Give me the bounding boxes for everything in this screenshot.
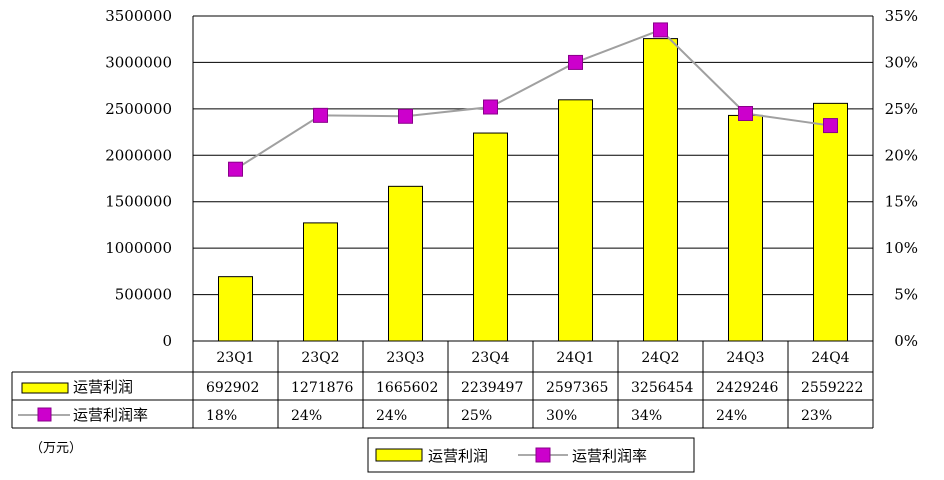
- y-right-tick-label: 30%: [885, 53, 918, 71]
- y-left-tick-labels: 0 500000 1000000 1500000 2000000 2500000 30000…: [105, 7, 172, 350]
- y-left-tick-label: 2000000: [105, 146, 172, 164]
- table-cell: 25%: [461, 408, 492, 424]
- point-24Q1: [568, 54, 583, 70]
- y-right-tick-label: 10%: [885, 239, 918, 257]
- table-cell: 24%: [376, 408, 407, 424]
- table-cell: 18%: [206, 408, 237, 424]
- line-series: [228, 22, 838, 177]
- y-right-tick-label: 25%: [885, 100, 918, 118]
- table-cell: 1665602: [376, 380, 438, 396]
- table-cell: 1271876: [291, 380, 353, 396]
- y-right-tick-label: 35%: [885, 7, 918, 25]
- point-24Q4: [823, 118, 838, 134]
- bar-23Q3: [388, 185, 423, 342]
- point-23Q3: [398, 108, 413, 124]
- category-label: 23Q4: [471, 350, 509, 366]
- legend-key-marker: [535, 447, 551, 463]
- bar-23Q4: [473, 132, 508, 342]
- y-left-tick-label: 1000000: [105, 239, 172, 257]
- bar-24Q2: [643, 38, 678, 342]
- row-key-marker: [37, 407, 52, 422]
- bar-23Q2: [303, 222, 338, 342]
- point-23Q2: [313, 107, 328, 123]
- bar-23Q1: [218, 276, 253, 342]
- y-right-tick-label: 15%: [885, 193, 918, 211]
- table-cell: 23%: [801, 408, 832, 424]
- point-24Q3: [738, 106, 753, 121]
- category-label: 23Q2: [301, 350, 339, 366]
- margin-line: [234, 28, 831, 171]
- category-label: 24Q1: [556, 350, 594, 366]
- row-key-bar: [21, 382, 69, 394]
- axes: [192, 15, 874, 341]
- y-left-tick-label: 1500000: [105, 193, 172, 211]
- y-right-tick-label: 20%: [885, 146, 918, 164]
- legend: 运营利润 运营利润率: [367, 437, 695, 473]
- table-cell: 2429246: [716, 380, 778, 396]
- table-cell: 2597365: [546, 380, 608, 396]
- point-23Q4: [483, 99, 498, 115]
- y-right-tick-label: 5%: [894, 286, 918, 304]
- table-cell: 3256454: [631, 380, 693, 396]
- legend-key-bar: [375, 448, 423, 462]
- legend-label-line: 运营利润率: [572, 447, 647, 465]
- category-label: 24Q4: [811, 350, 849, 366]
- legend-label-bar: 运营利润: [428, 447, 488, 465]
- point-23Q1: [228, 161, 243, 177]
- point-24Q2: [653, 22, 668, 38]
- y-left-tick-label: 3000000: [105, 53, 172, 71]
- category-label: 24Q2: [641, 350, 679, 366]
- category-label: 24Q3: [726, 350, 764, 366]
- row-label: 运营利润: [73, 378, 133, 396]
- bar-24Q3: [728, 114, 763, 342]
- gridlines: [193, 15, 873, 342]
- bar-series: [218, 38, 848, 342]
- bar-24Q4: [813, 102, 848, 342]
- y-left-tick-label: 500000: [115, 286, 172, 304]
- table-cell: 30%: [546, 408, 577, 424]
- row-label: 运营利润率: [73, 406, 148, 424]
- table-cell: 2559222: [801, 380, 863, 396]
- table-cell: 24%: [716, 408, 747, 424]
- unit-label: （万元）: [30, 441, 82, 456]
- y-left-tick-label: 3500000: [105, 7, 172, 25]
- table-cell: 24%: [291, 408, 322, 424]
- table-cell: 34%: [631, 408, 662, 424]
- y-left-tick-label: 2500000: [105, 100, 172, 118]
- table-cell: 692902: [206, 380, 259, 396]
- data-table: 23Q1 23Q2 23Q3 23Q4 24Q1 24Q2 24Q3 24Q4 运营利润 6929…: [11, 340, 874, 429]
- table-cell: 2239497: [461, 380, 523, 396]
- bar-24Q1: [558, 99, 593, 342]
- category-label: 23Q3: [386, 350, 424, 366]
- category-label: 23Q1: [216, 350, 254, 366]
- y-right-tick-label: 0%: [894, 332, 918, 350]
- y-left-tick-label: 0: [162, 332, 172, 350]
- y-right-tick-labels: 0% 5% 10% 15% 20% 25% 30% 35%: [885, 7, 918, 350]
